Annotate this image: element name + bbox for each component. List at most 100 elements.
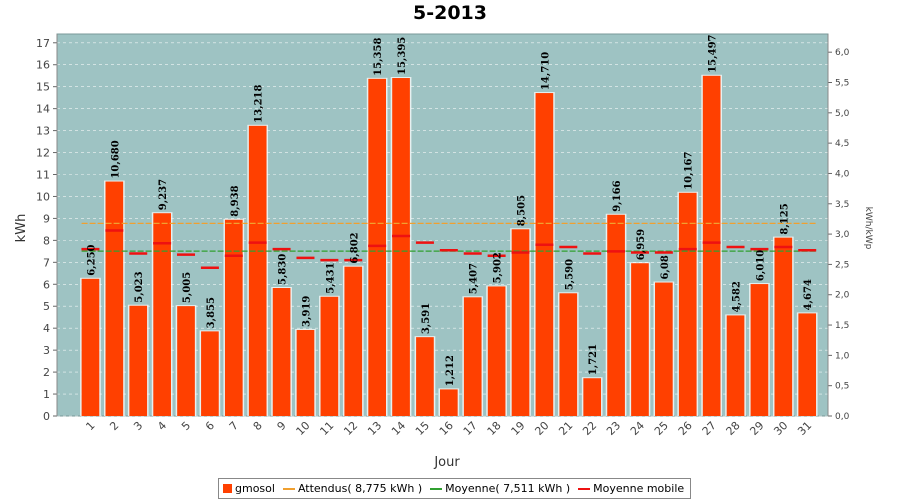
data-label: 5,407 bbox=[469, 263, 480, 294]
bar bbox=[320, 296, 339, 416]
y-axis-label: kWh bbox=[14, 214, 29, 243]
x-tick-label: 18 bbox=[485, 419, 504, 438]
data-label: 8,125 bbox=[779, 203, 790, 234]
y-tick-label: 0 bbox=[43, 410, 50, 423]
x-tick-label: 26 bbox=[676, 419, 695, 438]
bar bbox=[535, 93, 554, 416]
x-tick-label: 21 bbox=[556, 419, 575, 438]
y-tick-label: 10 bbox=[36, 190, 50, 203]
data-label: 10,167 bbox=[684, 151, 695, 189]
data-label: 4,674 bbox=[803, 279, 814, 310]
data-label: 15,358 bbox=[373, 38, 384, 76]
legend-label: gmosol bbox=[235, 482, 275, 495]
x-tick-label: 1 bbox=[83, 419, 97, 433]
data-label: 1,212 bbox=[445, 355, 456, 386]
bar bbox=[487, 286, 506, 416]
data-label: 13,218 bbox=[254, 84, 265, 122]
data-label: 5,005 bbox=[182, 272, 193, 303]
y-tick-label: 13 bbox=[36, 125, 50, 138]
legend-swatch bbox=[223, 484, 232, 493]
legend-item: Moyenne mobile bbox=[578, 482, 684, 495]
bar bbox=[105, 181, 124, 416]
x-tick-label: 31 bbox=[795, 419, 814, 438]
x-tick-label: 14 bbox=[389, 419, 408, 438]
bar bbox=[201, 331, 219, 416]
y2-tick-label: 0,5 bbox=[835, 382, 849, 392]
legend-label: Moyenne mobile bbox=[593, 482, 685, 495]
x-tick-label: 4 bbox=[155, 419, 169, 433]
bar bbox=[392, 78, 410, 416]
x-tick-label: 7 bbox=[227, 419, 241, 433]
data-label: 5,023 bbox=[134, 271, 145, 302]
y2-tick-label: 0,0 bbox=[835, 412, 850, 422]
x-tick-label: 13 bbox=[365, 419, 384, 438]
x-tick-label: 29 bbox=[747, 419, 766, 438]
y-tick-label: 3 bbox=[43, 344, 50, 357]
bar bbox=[798, 313, 817, 416]
x-tick-label: 12 bbox=[341, 419, 360, 438]
data-label: 10,680 bbox=[110, 140, 121, 178]
data-label: 3,591 bbox=[421, 303, 432, 334]
x-tick-label: 28 bbox=[724, 419, 743, 438]
bar bbox=[439, 389, 458, 416]
bar bbox=[81, 278, 100, 416]
x-tick-label: 23 bbox=[604, 419, 623, 438]
data-label: 1,721 bbox=[588, 344, 599, 375]
y-tick-label: 4 bbox=[43, 322, 50, 335]
bar bbox=[702, 75, 721, 416]
bar bbox=[631, 263, 649, 416]
legend-label: Attendus( 8,775 kWh ) bbox=[297, 482, 423, 495]
data-label: 6,802 bbox=[349, 232, 360, 263]
bar bbox=[726, 315, 745, 416]
legend-item: Moyenne( 7,511 kWh ) bbox=[430, 482, 570, 495]
data-label: 5,830 bbox=[278, 254, 289, 285]
x-tick-label: 8 bbox=[251, 419, 265, 433]
bar bbox=[368, 78, 386, 417]
bar bbox=[750, 284, 769, 416]
bar bbox=[344, 266, 363, 416]
data-label: 5,902 bbox=[493, 252, 504, 283]
data-label: 4,582 bbox=[732, 281, 743, 312]
data-label: 3,855 bbox=[206, 297, 217, 328]
y2-tick-label: 2,5 bbox=[835, 260, 849, 270]
y2-tick-label: 3,5 bbox=[835, 200, 849, 210]
legend-label: Moyenne( 7,511 kWh ) bbox=[445, 482, 571, 495]
x-tick-label: 15 bbox=[413, 419, 432, 438]
bar bbox=[153, 213, 171, 416]
bar bbox=[416, 337, 434, 416]
x-tick-label: 17 bbox=[461, 419, 480, 438]
data-label: 8,505 bbox=[517, 195, 528, 226]
bar bbox=[272, 288, 291, 416]
y2-tick-label: 2,0 bbox=[835, 291, 850, 301]
x-tick-label: 16 bbox=[437, 419, 456, 438]
bar bbox=[655, 282, 673, 416]
legend-swatch bbox=[282, 487, 295, 490]
x-tick-label: 27 bbox=[700, 419, 719, 438]
data-label: 6,08 bbox=[660, 255, 671, 279]
bar bbox=[296, 329, 315, 416]
legend-item: gmosol bbox=[223, 482, 275, 495]
data-label: 3,919 bbox=[301, 296, 312, 327]
y-tick-label: 15 bbox=[36, 81, 50, 94]
y2-axis-label: kWh/kWp bbox=[863, 207, 873, 250]
bar bbox=[607, 214, 625, 416]
y-tick-label: 6 bbox=[43, 278, 50, 291]
data-label: 15,497 bbox=[708, 34, 719, 72]
legend-swatch bbox=[430, 487, 443, 490]
y-tick-label: 16 bbox=[36, 59, 50, 72]
legend-swatch bbox=[578, 487, 591, 490]
bar bbox=[583, 378, 602, 416]
x-tick-label: 10 bbox=[294, 419, 313, 438]
data-label: 6,250 bbox=[86, 244, 97, 275]
x-tick-label: 6 bbox=[203, 419, 217, 433]
bar bbox=[224, 219, 243, 416]
y2-tick-label: 6,0 bbox=[835, 48, 850, 58]
y-tick-label: 7 bbox=[43, 256, 50, 269]
x-tick-label: 30 bbox=[771, 419, 790, 438]
y-tick-label: 14 bbox=[36, 103, 50, 116]
data-label: 9,166 bbox=[612, 180, 623, 211]
data-label: 6,010 bbox=[755, 250, 766, 281]
y2-tick-label: 4,0 bbox=[835, 169, 850, 179]
bar bbox=[774, 237, 793, 416]
